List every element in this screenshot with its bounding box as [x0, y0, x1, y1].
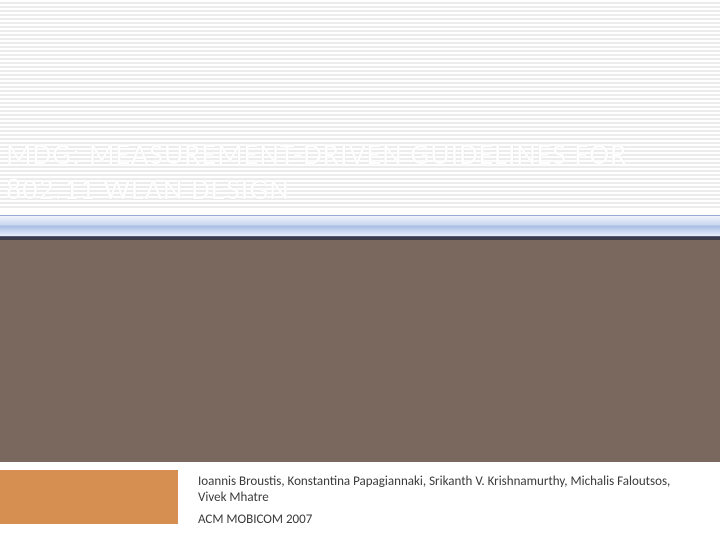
accent-block — [0, 470, 178, 524]
slide-title: MDG: MEASUREMENT-DRIVEN GUIDELINES FOR 8… — [6, 138, 716, 207]
content-block — [0, 240, 720, 462]
slide-container: MDG: MEASUREMENT-DRIVEN GUIDELINES FOR 8… — [0, 0, 720, 540]
authors-text: Ioannis Broustis, Konstantina Papagianna… — [198, 474, 698, 507]
authors-block: Ioannis Broustis, Konstantina Papagianna… — [198, 474, 698, 528]
venue-text: ACM MOBICOM 2007 — [198, 512, 698, 528]
gradient-divider-bar — [0, 215, 720, 237]
